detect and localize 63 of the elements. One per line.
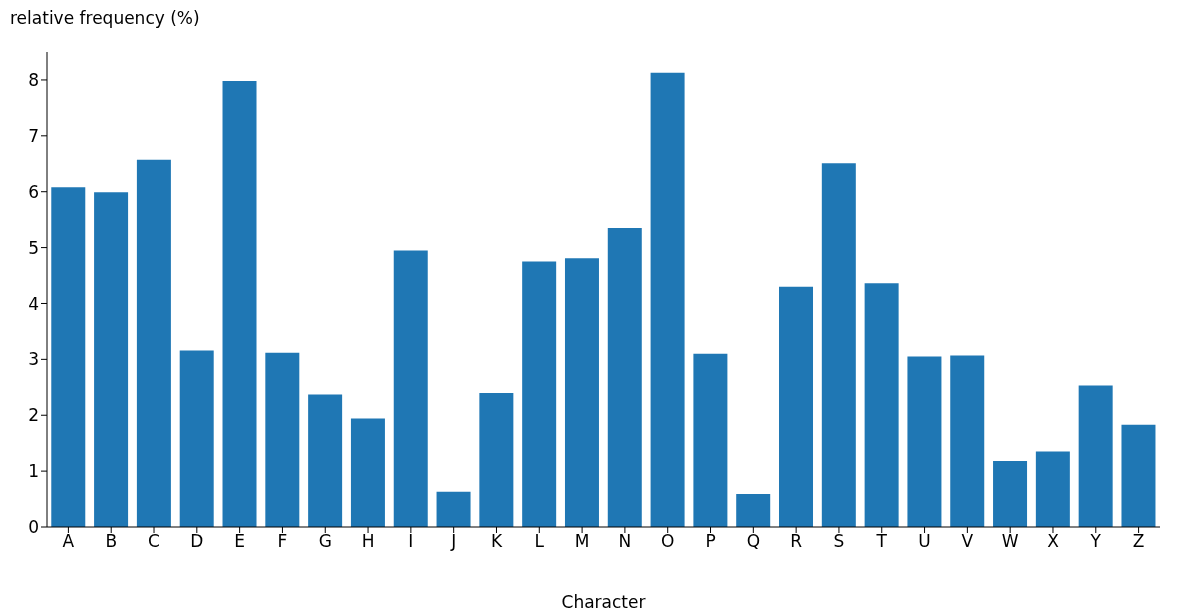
x-tick-label: Q [746,531,761,552]
bar [1035,451,1070,527]
bar [350,418,385,527]
x-tick-label: F [277,531,288,552]
x-tick-label: E [234,531,246,552]
bar [308,394,343,527]
bar [650,72,685,527]
bar [136,159,171,527]
x-tick-label: W [1001,531,1019,552]
bar [864,283,899,527]
y-tick-label: 5 [28,237,39,258]
y-tick-label: 7 [28,125,39,146]
bar [94,192,129,527]
y-axis-title: relative frequency (%) [10,8,200,28]
bar [1121,424,1156,527]
bar [907,356,942,527]
bar [1078,385,1113,527]
bar [950,355,985,527]
y-tick-label: 3 [28,349,39,370]
x-tick-label: L [534,531,545,552]
bar [607,228,642,527]
bar [436,491,471,527]
bar [821,163,856,527]
bar [736,494,771,527]
x-axis-title: Character [561,592,646,612]
x-tick-label: O [661,531,675,552]
x-tick-label: G [318,531,332,552]
x-tick-label: V [961,531,974,552]
bar [222,81,257,527]
y-tick-label: 6 [28,181,39,202]
y-tick-label: 1 [28,461,39,482]
x-tick-label: R [790,531,803,552]
x-tick-label: H [361,531,375,552]
bar [479,392,514,527]
bar [564,258,599,527]
x-tick-label: S [833,531,845,552]
y-tick-label: 0 [28,517,39,538]
y-tick-label: 2 [28,405,39,426]
x-tick-label: T [875,531,888,552]
x-tick-label: M [574,531,590,552]
x-tick-label: J [450,531,457,552]
x-tick-label: N [618,531,632,552]
y-tick-label: 8 [28,69,39,90]
bar [51,187,86,527]
bar [779,286,814,527]
x-tick-label: K [490,531,503,552]
x-tick-label: D [190,531,204,552]
bar [265,352,300,527]
x-tick-label: I [408,531,414,552]
bar [522,261,557,527]
x-tick-label: X [1047,531,1060,552]
bar [693,353,728,527]
x-tick-label: B [105,531,118,552]
x-tick-label: P [705,531,716,552]
bar [993,461,1028,527]
x-tick-label: Y [1089,531,1102,552]
x-tick-label: U [918,531,931,552]
x-tick-label: C [148,531,160,552]
y-tick-label: 4 [28,293,39,314]
x-tick-label: Z [1132,531,1145,552]
bar [179,350,214,527]
bar [393,250,428,527]
x-tick-label: A [62,531,75,552]
